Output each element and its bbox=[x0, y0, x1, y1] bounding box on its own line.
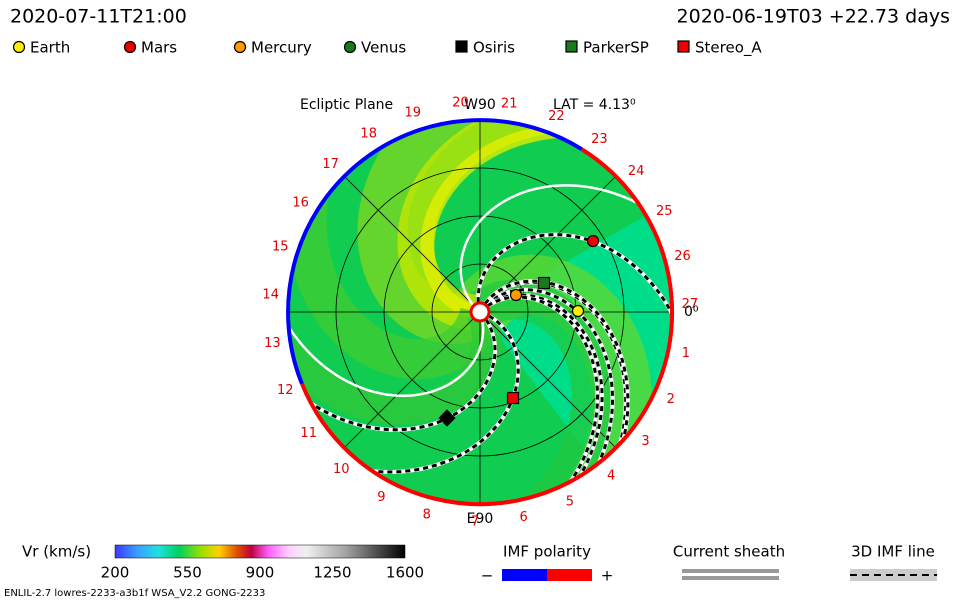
colorbar-tick-label: 550 bbox=[173, 564, 202, 582]
colorbar-tick-label: 900 bbox=[246, 564, 275, 582]
bottom-label: E90 bbox=[467, 511, 494, 527]
rim-label: 22 bbox=[548, 109, 565, 124]
legend-marker bbox=[455, 40, 468, 53]
body-marker bbox=[506, 391, 520, 405]
legend-label: Osiris bbox=[473, 39, 515, 57]
rim-label: 19 bbox=[405, 106, 422, 121]
rim-label: 21 bbox=[501, 97, 518, 112]
imf-polarity-title: IMF polarity bbox=[503, 543, 591, 561]
polarity-rim bbox=[286, 118, 583, 385]
rim-label: 10 bbox=[333, 462, 350, 477]
legend-marker bbox=[565, 40, 578, 53]
stream bbox=[418, 279, 612, 504]
rim-label: 1 bbox=[682, 346, 690, 361]
current-sheath bbox=[288, 170, 485, 398]
rim-label: 14 bbox=[262, 287, 279, 302]
sun bbox=[469, 301, 491, 323]
rim-label: 11 bbox=[300, 426, 317, 441]
imf-line-title: 3D IMF line bbox=[851, 543, 935, 561]
polarity-neg bbox=[502, 569, 547, 581]
sheath-line bbox=[682, 569, 779, 573]
rim-label: 24 bbox=[628, 164, 645, 179]
colorbar-tick-label: 1600 bbox=[386, 564, 424, 582]
top-label: W90 bbox=[464, 97, 496, 113]
rim-label: 12 bbox=[277, 383, 294, 398]
current-sheath-title: Current sheath bbox=[673, 543, 785, 561]
sheath-line bbox=[682, 576, 779, 580]
legend-marker bbox=[123, 40, 137, 54]
rim-label: 13 bbox=[264, 336, 281, 351]
body-marker bbox=[537, 276, 551, 290]
body-marker bbox=[438, 409, 456, 427]
rim-label: 18 bbox=[360, 126, 377, 141]
colorbar-title: Vr (km/s) bbox=[22, 543, 91, 561]
rim-label: 2 bbox=[667, 392, 675, 407]
right-label: 0⁰ bbox=[684, 304, 699, 320]
rim-label: 15 bbox=[272, 240, 289, 255]
lat-label: LAT = 4.13⁰ bbox=[553, 97, 636, 113]
rim-label: 25 bbox=[656, 204, 673, 219]
legend-marker bbox=[343, 40, 357, 54]
legend-label: Stereo_A bbox=[695, 39, 762, 58]
imf-line bbox=[288, 314, 520, 474]
polarity-plus: + bbox=[601, 567, 614, 585]
rim-label: 4 bbox=[607, 469, 615, 484]
body-marker bbox=[586, 234, 600, 248]
rim-label: 20 bbox=[452, 95, 469, 110]
imf-line bbox=[438, 295, 599, 504]
legend-marker bbox=[233, 40, 247, 54]
rim-label: 27 bbox=[682, 297, 699, 312]
imf-line-bg bbox=[850, 569, 937, 581]
colorbar-tick-label: 200 bbox=[101, 564, 130, 582]
rim-label: 8 bbox=[423, 508, 431, 523]
imf-line bbox=[484, 279, 630, 504]
body-marker bbox=[571, 304, 585, 318]
rim-label: 9 bbox=[377, 490, 385, 505]
legend-label: ParkerSP bbox=[583, 39, 649, 57]
legend-marker bbox=[677, 40, 690, 53]
header-left: 2020-07-11T21:00 bbox=[10, 6, 187, 28]
rim-label: 3 bbox=[641, 434, 649, 449]
imf-line bbox=[452, 293, 604, 504]
legend-marker bbox=[12, 40, 26, 54]
imf-line bbox=[483, 288, 614, 504]
colorbar-ticks: 200 550 900 1250 1600 bbox=[101, 564, 424, 582]
rim-label: 16 bbox=[292, 195, 309, 210]
legend-label: Mars bbox=[141, 39, 177, 57]
body-marker bbox=[509, 288, 523, 302]
legend-label: Venus bbox=[361, 39, 406, 57]
rim-label: 5 bbox=[566, 494, 574, 509]
rim-label: 26 bbox=[674, 249, 691, 264]
header-right: 2020-06-19T03 +22.73 days bbox=[677, 6, 950, 28]
legend: Earth Mars Mercury Venus Osiris ParkerSP Stere… bbox=[12, 39, 762, 58]
colorbar-tick-label: 1250 bbox=[313, 564, 351, 582]
rim-label: 7 bbox=[471, 514, 479, 529]
colorbar bbox=[114, 544, 406, 559]
rim-label: 17 bbox=[322, 157, 339, 172]
rim-label: 6 bbox=[520, 510, 528, 525]
polarity-pos bbox=[547, 569, 592, 581]
rim-label: 23 bbox=[591, 132, 608, 147]
legend-label: Mercury bbox=[251, 39, 312, 57]
stream bbox=[288, 210, 503, 425]
footer: ENLIL-2.7 lowres-2233-a3b1f WSA_V2.2 GON… bbox=[4, 588, 265, 599]
polarity-rim bbox=[300, 147, 675, 507]
polarity-minus: − bbox=[481, 567, 494, 585]
imf-line bbox=[288, 271, 497, 432]
current-sheath bbox=[459, 184, 672, 327]
plot-title: Ecliptic Plane bbox=[300, 97, 393, 113]
imf-line bbox=[484, 281, 628, 504]
legend-label: Earth bbox=[30, 39, 70, 57]
